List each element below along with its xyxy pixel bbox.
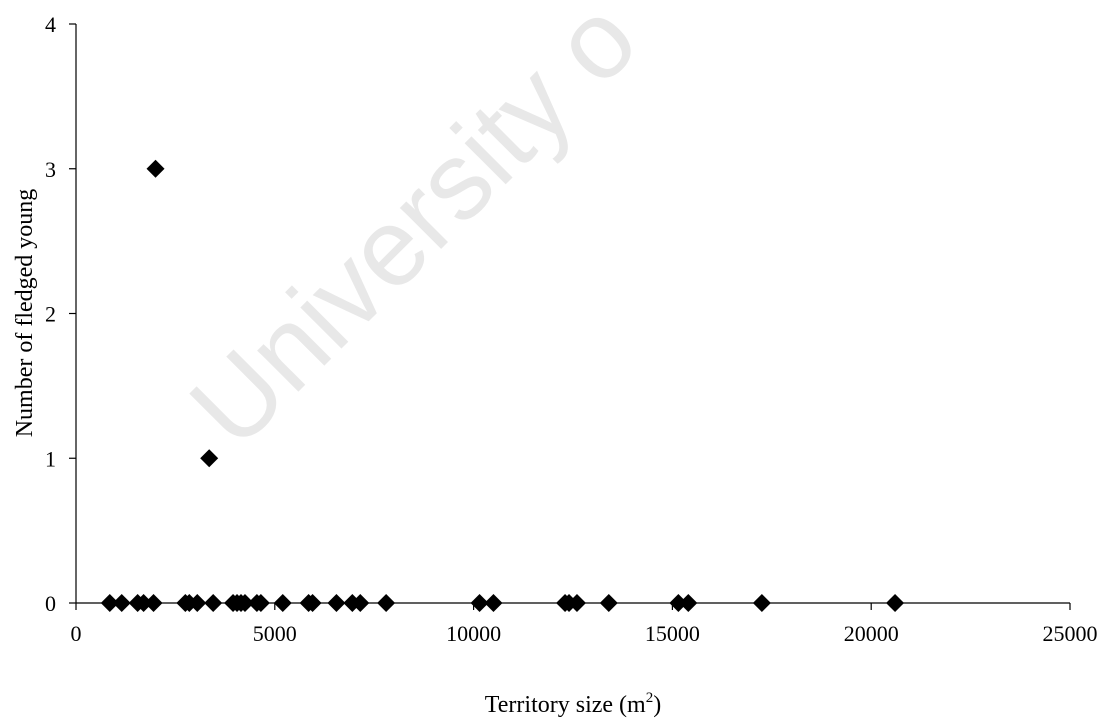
- data-point: [327, 594, 346, 612]
- x-axis-title-end: ): [653, 692, 661, 718]
- x-tick-label: 0: [71, 621, 82, 646]
- x-tick-label: 10000: [446, 621, 501, 646]
- x-tick-label: 5000: [253, 621, 297, 646]
- data-points: [100, 159, 905, 612]
- data-point: [251, 594, 270, 612]
- data-point: [470, 594, 489, 612]
- data-point: [567, 594, 586, 612]
- x-axis-title-superscript: 2: [646, 690, 654, 706]
- data-point: [112, 594, 131, 612]
- x-tick-label: 20000: [844, 621, 899, 646]
- data-point: [303, 594, 322, 612]
- data-point: [351, 594, 370, 612]
- data-point: [669, 594, 688, 612]
- y-axis-title: Number of fledged young: [12, 189, 38, 438]
- y-tick-label: 1: [45, 446, 56, 471]
- data-point: [146, 159, 165, 178]
- data-point: [484, 594, 503, 612]
- x-axis-title-main: Territory size (m: [485, 692, 646, 718]
- watermark: University o: [167, 0, 660, 470]
- y-tick-label: 2: [45, 302, 56, 327]
- data-point: [200, 449, 219, 468]
- data-point: [679, 594, 698, 612]
- ticks: 0 5000 10000 15000 20000 25000 0 1 2 3 4: [45, 12, 1098, 646]
- data-point: [377, 594, 396, 612]
- data-point: [886, 594, 905, 612]
- data-point: [599, 594, 618, 612]
- y-tick-label: 3: [45, 157, 56, 182]
- data-point: [134, 594, 153, 612]
- data-point: [100, 594, 119, 612]
- x-tick-label: 25000: [1043, 621, 1098, 646]
- y-tick-label: 4: [45, 12, 56, 37]
- data-point: [188, 594, 207, 612]
- data-point: [273, 594, 292, 612]
- y-tick-label: 0: [45, 591, 56, 616]
- data-point: [144, 594, 163, 612]
- x-tick-label: 15000: [645, 621, 700, 646]
- x-axis-title: Territory size (m2): [485, 690, 661, 718]
- data-point: [235, 594, 254, 612]
- data-point: [752, 594, 771, 612]
- data-point: [204, 594, 223, 612]
